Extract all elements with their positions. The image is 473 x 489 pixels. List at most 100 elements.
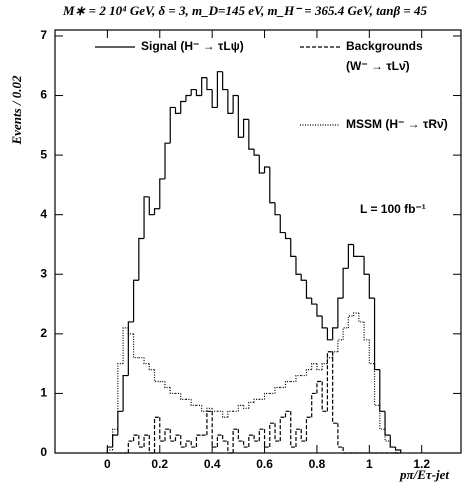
histogram-bin (127, 440, 134, 453)
histogram-bin (321, 363, 328, 370)
histogram-bin (253, 398, 260, 403)
histogram-bin (337, 297, 344, 328)
histogram-bin (190, 441, 197, 448)
histogram-bin (201, 77, 207, 96)
histogram-bin (384, 429, 391, 442)
histogram-bin (363, 256, 370, 275)
histogram-bin (284, 410, 291, 418)
x-tick-label: 0 (104, 457, 111, 471)
histogram-bin (127, 327, 134, 335)
histogram-bin (159, 178, 166, 209)
histogram-bin (316, 363, 323, 371)
histogram-bin (274, 386, 281, 394)
histogram-bin (373, 363, 380, 406)
histogram-bin (153, 369, 160, 383)
histogram-bin (274, 202, 281, 216)
histogram-bin (269, 422, 276, 448)
legend-label: MSSM (H⁻ → τRν̄) (346, 117, 448, 131)
histogram-bin (106, 446, 113, 453)
histogram-bin (279, 416, 286, 442)
histogram-bin (174, 107, 181, 115)
histogram-bin (227, 410, 234, 418)
histogram-bin (143, 196, 150, 239)
histogram-bin (295, 374, 302, 382)
histogram-bin (379, 369, 386, 412)
histogram-bin (206, 407, 213, 412)
histogram-bin (263, 429, 270, 448)
histogram-bin (316, 304, 323, 317)
histogram-bin (373, 298, 380, 371)
histogram-bin (143, 357, 150, 365)
x-axis-label: pπ/Eτ-jet (399, 467, 449, 482)
histogram-bin (384, 411, 391, 436)
histogram-bin (347, 243, 354, 269)
x-tick-label: 0.8 (309, 457, 326, 471)
histogram-bin (227, 441, 234, 454)
histogram-bin (389, 435, 396, 448)
y-axis-label: Events / 0.02 (9, 75, 24, 145)
legend-label: Backgrounds (W⁻ → τLν̄) (346, 39, 423, 73)
histogram-bin (342, 447, 349, 454)
plot-frame (54, 29, 462, 454)
histogram-bin (342, 327, 349, 340)
histogram-bin (164, 428, 171, 442)
histogram-bin (106, 449, 113, 453)
histogram-bin (216, 434, 223, 448)
histogram-bin (326, 327, 333, 341)
histogram-bin (311, 363, 317, 370)
histogram-bin (227, 89, 234, 115)
y-tick-label: 4 (40, 207, 47, 221)
histogram-bin (274, 423, 281, 442)
histogram-bin (148, 196, 155, 216)
histogram-bin (305, 368, 312, 376)
histogram-bin (138, 435, 145, 448)
histogram-bin (127, 321, 134, 376)
histogram-bin (253, 435, 260, 442)
histogram-bin (368, 274, 375, 299)
histogram-bin (164, 381, 171, 389)
histogram-bin (321, 315, 328, 329)
histogram-bin (206, 77, 213, 91)
histogram-bin (269, 167, 276, 204)
histogram-bin (190, 399, 197, 406)
histogram-bin (232, 94, 239, 114)
histogram-bin (153, 416, 160, 453)
histogram-bin (258, 428, 265, 442)
histogram-bin (248, 119, 255, 150)
histogram-bin (117, 410, 124, 436)
histogram-bin (253, 149, 260, 156)
histogram-bin (311, 298, 317, 305)
annotation: L = 100 fb⁻¹ (360, 202, 426, 216)
histogram-bin (394, 447, 402, 453)
histogram-bin (321, 381, 328, 412)
histogram-bin (300, 274, 307, 281)
x-tick-label: 0.6 (256, 457, 273, 471)
histogram-bin (148, 363, 155, 371)
histogram-bin (248, 434, 255, 448)
histogram-bin (326, 357, 333, 364)
histogram-bin (389, 441, 396, 448)
histogram-bin (326, 351, 333, 412)
x-tick-label: 1 (366, 457, 373, 471)
y-tick-label: 1 (40, 386, 47, 400)
histogram-bin (290, 238, 296, 257)
histogram-bin (379, 405, 386, 430)
histogram-bin (347, 315, 354, 328)
histogram-bin (242, 441, 249, 448)
histogram-bin (112, 434, 118, 448)
histogram-bin (122, 327, 129, 364)
y-tick-label: 6 (40, 88, 47, 102)
histogram-bin (363, 321, 370, 341)
histogram-bin (237, 95, 244, 138)
x-tick-label: 0.2 (151, 457, 168, 471)
histogram-bin (263, 166, 270, 173)
chart-title: M∗ = 2 10⁴ GeV, δ = 3, m_D=145 eV, m_H⁻ … (62, 3, 428, 18)
histogram-bin (122, 374, 129, 412)
histogram-bin (169, 387, 176, 395)
y-tick-label: 7 (40, 28, 47, 42)
histogram-bin (242, 405, 249, 409)
histogram-bin (295, 428, 302, 448)
histogram-bin (222, 411, 228, 418)
histogram-bin (112, 428, 118, 451)
histogram-bin (211, 89, 218, 109)
